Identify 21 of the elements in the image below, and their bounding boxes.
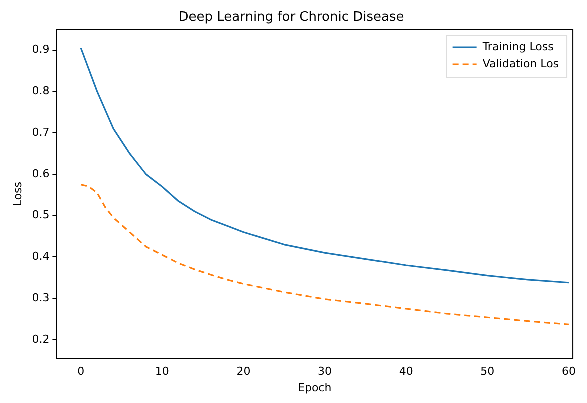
line-series [80, 184, 570, 326]
y-tick-label: 0.7 [32, 126, 50, 139]
x-tick-label: 0 [78, 365, 85, 378]
x-tick-label: 50 [480, 365, 495, 378]
y-axis-title: Loss [11, 182, 24, 206]
x-axis-title: Epoch [298, 381, 332, 394]
y-tick-label: 0.3 [32, 291, 50, 304]
chart-title: Deep Learning for Chronic Disease [178, 10, 404, 26]
x-tick-label: 30 [318, 365, 332, 378]
y-tick-label: 0.2 [32, 332, 50, 346]
x-tick-label: 60 [562, 365, 576, 378]
legend-label: Training Loss [482, 40, 554, 54]
y-tick-label: 0.6 [32, 167, 50, 180]
legend-label: Validation Los [482, 57, 560, 70]
x-tick-label: 10 [155, 365, 170, 378]
x-tick-label: 20 [236, 365, 251, 378]
x-tick-label: 40 [399, 365, 414, 378]
y-tick-label: 0.5 [32, 208, 50, 222]
y-tick-label: 0.8 [32, 84, 50, 98]
y-tick-label: 0.4 [32, 250, 50, 264]
y-tick-label: 0.9 [32, 43, 50, 56]
